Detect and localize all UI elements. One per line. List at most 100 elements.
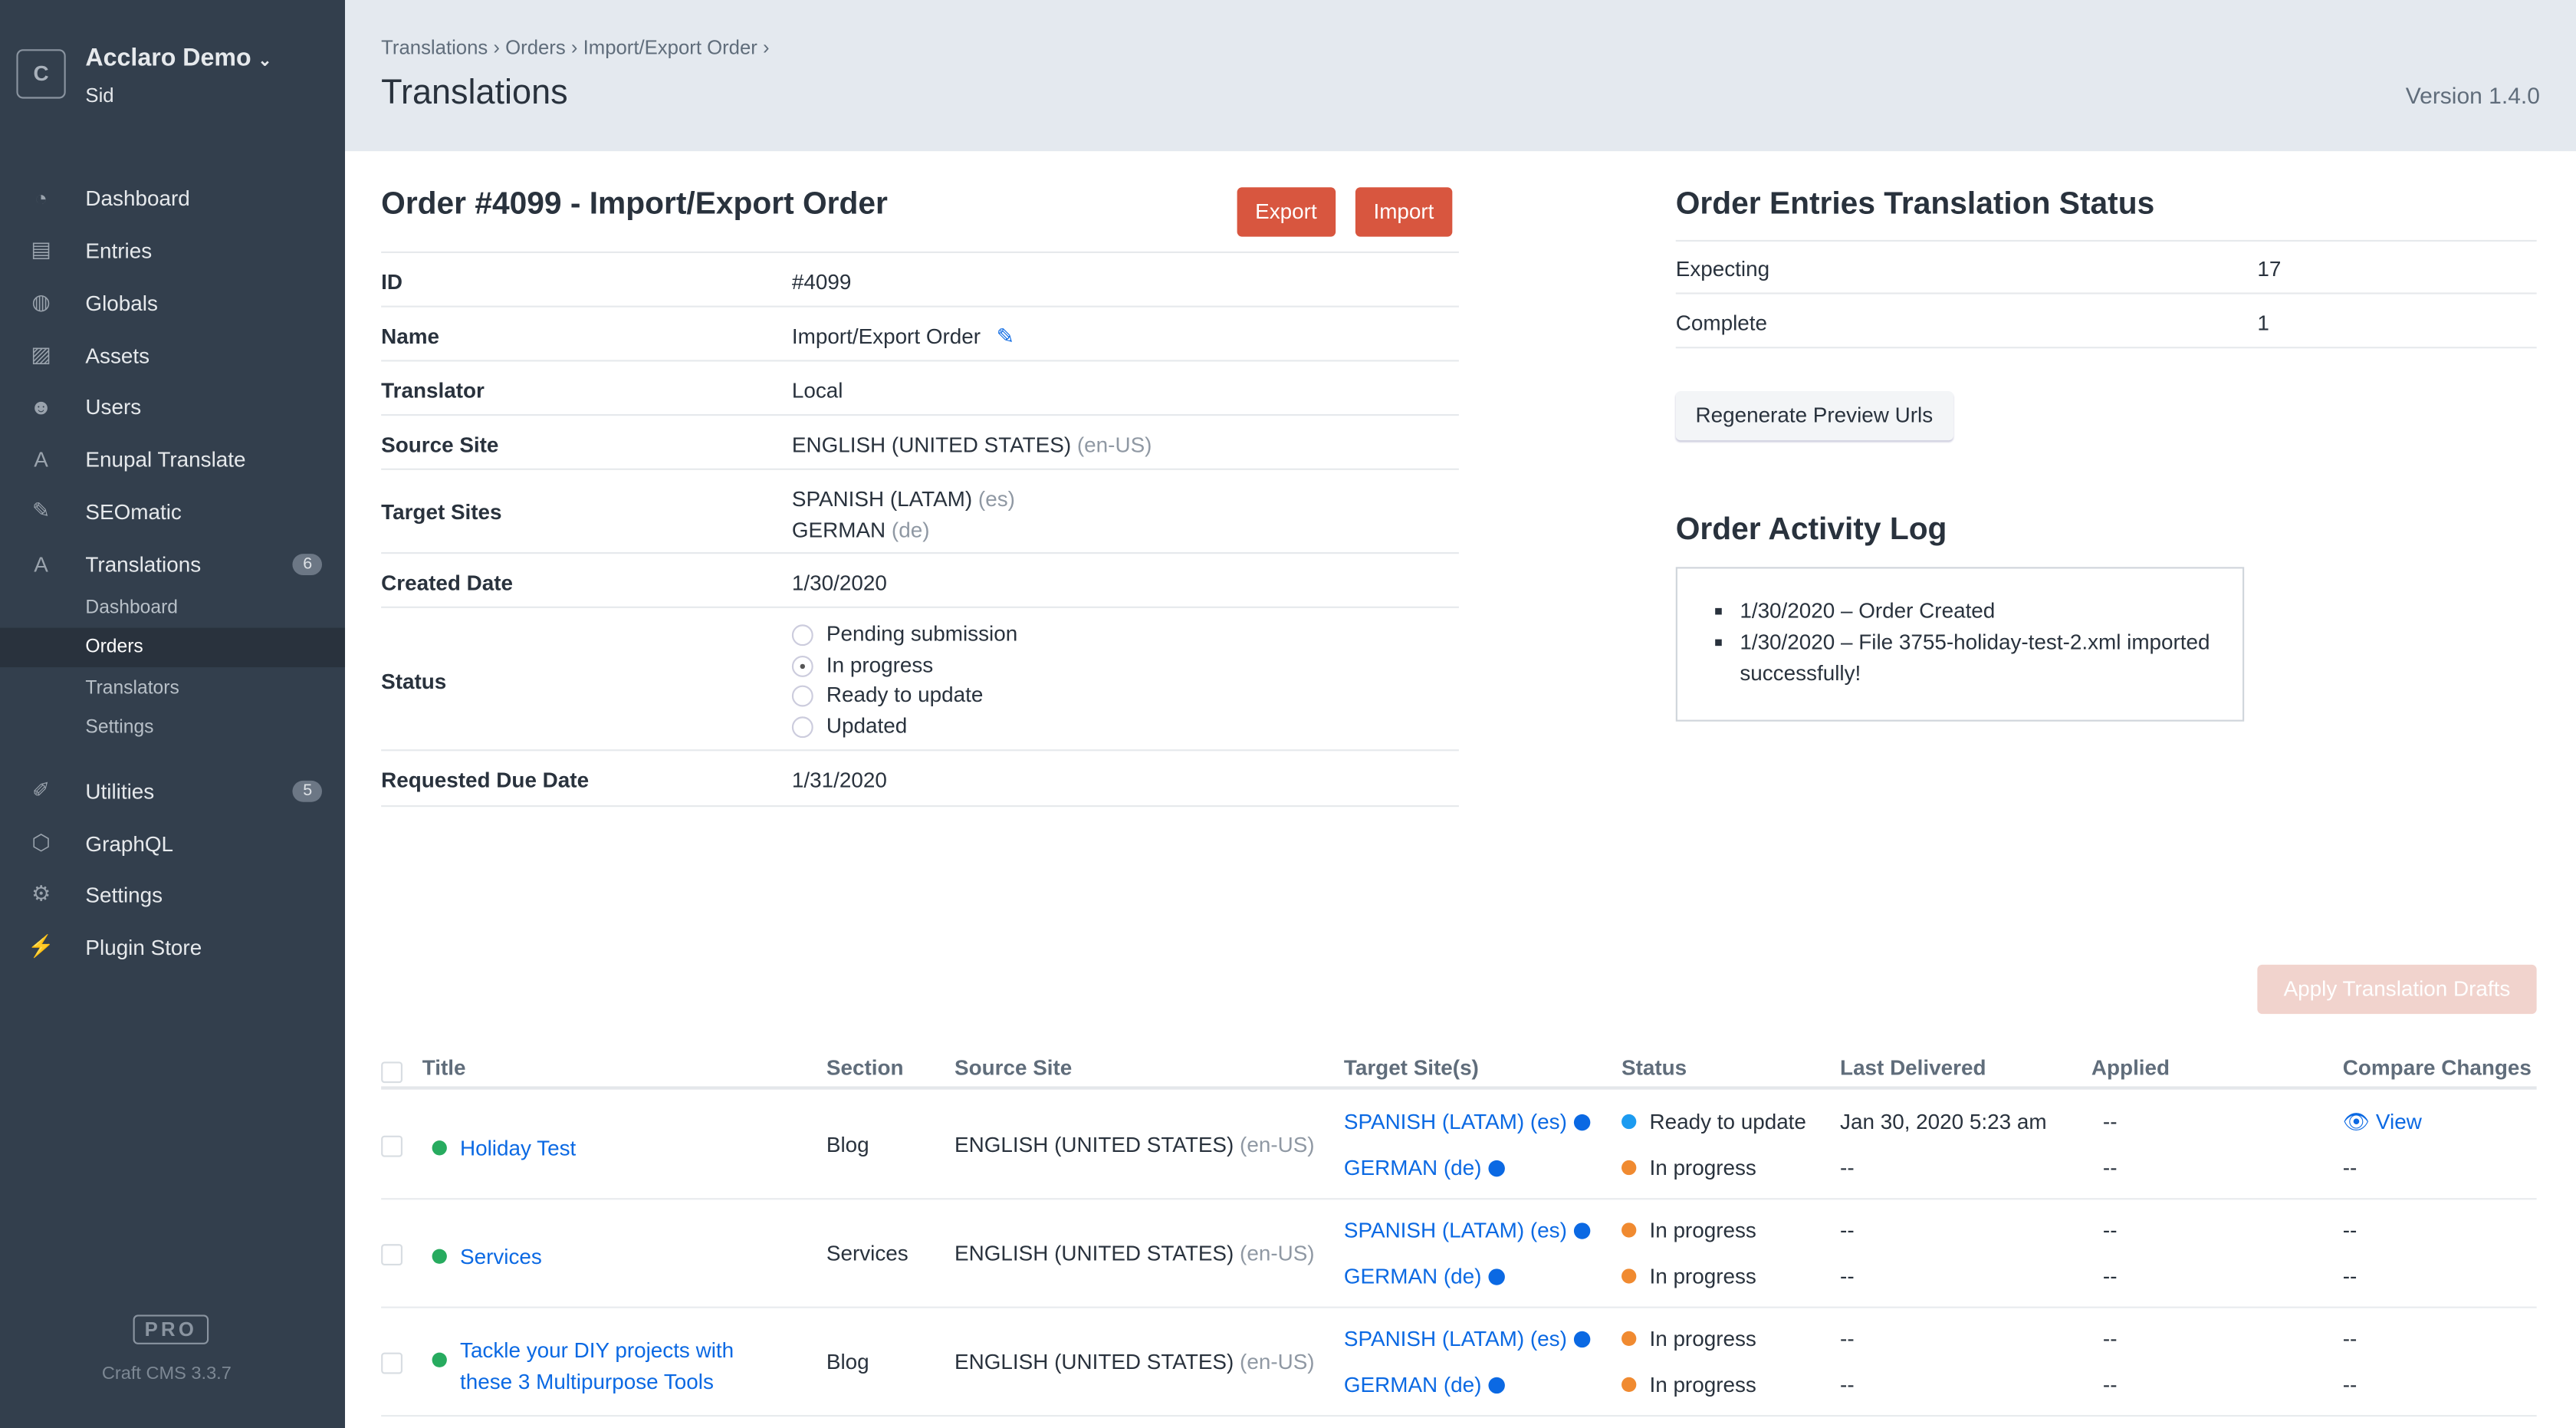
subnav-translators[interactable]: Translators [0,669,345,708]
created-value: 1/30/2020 [791,570,887,595]
name-label: Name [381,324,440,349]
status-dot [1622,1160,1637,1176]
header-last-delivered[interactable]: Last Delivered [1840,1055,1986,1080]
status-option[interactable]: Pending submission [791,620,1018,650]
sidebar-item-assets[interactable]: ▨ Assets [0,329,345,382]
target-spanish-code: (es) [978,486,1015,512]
header-section[interactable]: Section [826,1055,904,1080]
radio-button[interactable] [791,716,813,739]
breadcrumb-orders[interactable]: Orders [505,36,566,60]
subnav-label: Translators [85,679,179,699]
status-option[interactable]: Ready to update [791,681,1017,712]
header-applied[interactable]: Applied [2091,1055,2170,1080]
sidebar-item-enupal-translate[interactable]: A Enupal Translate [0,433,345,485]
entry-title-link[interactable]: Holiday Test [460,1135,577,1160]
target-status: In progress [1649,1263,1756,1289]
target-site-link[interactable]: GERMAN (de) [1343,1372,1482,1397]
header-status[interactable]: Status [1622,1055,1687,1080]
sidebar-item-settings[interactable]: ⚙ Settings [0,867,345,920]
source-code: (en-US) [1240,1240,1315,1266]
breadcrumb: Translations › Orders › Import/Export Or… [381,36,770,60]
last-delivered: -- [1840,1217,1855,1243]
sidebar-item-label: Dashboard [85,185,190,210]
target-site-link[interactable]: SPANISH (LATAM) (es) [1343,1109,1567,1134]
status-option[interactable]: Updated [791,712,1017,742]
source-value: ENGLISH (UNITED STATES) [791,432,1072,457]
last-delivered: -- [1840,1263,1855,1289]
site-logo: C [16,49,66,99]
status-option-label: Ready to update [826,683,984,708]
sidebar-item-users[interactable]: ☻ Users [0,380,345,433]
status-label: Status [381,669,447,694]
subnav-settings[interactable]: Settings [0,709,345,748]
chevron-down-icon: ⌄ [258,52,272,71]
sidebar-item-dashboard[interactable]: ◔ Dashboard [0,171,345,224]
header-source-site[interactable]: Source Site [955,1055,1073,1080]
sidebar-item-label: Enupal Translate [85,446,246,471]
sidebar-item-seomatic[interactable]: ✎ SEOmatic [0,485,345,538]
expecting-label: Expecting [1675,256,1770,281]
breadcrumb-translations[interactable]: Translations [381,36,488,60]
target-site-link[interactable]: SPANISH (LATAM) (es) [1343,1217,1567,1243]
entry-title-link[interactable]: Services [460,1244,542,1269]
select-all-checkbox[interactable] [381,1061,403,1084]
row-checkbox[interactable] [381,1135,403,1157]
header-target-sites[interactable]: Target Site(s) [1343,1055,1479,1080]
target-status: In progress [1649,1326,1756,1351]
row-checkbox[interactable] [381,1352,403,1374]
apply-translation-drafts-button[interactable]: Apply Translation Drafts [2257,964,2537,1015]
plug-icon: ⚡ [28,933,54,959]
status-option[interactable]: In progress [791,650,1017,681]
status-panel-title: Order Entries Translation Status [1675,187,2155,222]
globe-icon[interactable] [1573,1331,1590,1348]
globe-icon: ◍ [31,289,51,314]
sidebar-item-plugin-store[interactable]: ⚡ Plugin Store [0,920,345,973]
target-german-code: (de) [891,518,930,543]
status-option-label: Pending submission [826,621,1018,647]
pencil-icon[interactable]: ✎ [996,324,1015,349]
status-dot [1622,1331,1637,1347]
compare-changes[interactable]: 👁 View [2343,1109,2422,1135]
sidebar-item-graphql[interactable]: ⬡ GraphQL [0,817,345,870]
globe-icon[interactable] [1488,1160,1505,1177]
regenerate-preview-urls-button[interactable]: Regenerate Preview Urls [1675,391,1953,441]
subnav-label: Settings [85,718,154,739]
sidebar-item-translations[interactable]: A Translations 6 [0,538,345,591]
status-option-label: In progress [826,652,934,677]
compare-changes: -- [2343,1155,2358,1180]
radio-button[interactable] [791,624,813,647]
user-name: Sid [85,84,114,107]
globe-icon[interactable] [1573,1222,1590,1239]
globe-icon[interactable] [1488,1377,1505,1394]
header-compare-changes[interactable]: Compare Changes [2342,1055,2532,1080]
section: Blog [826,1132,869,1157]
target-site-link[interactable]: GERMAN (de) [1343,1155,1482,1180]
sidebar-item-entries[interactable]: ▤ Entries [0,223,345,276]
import-button[interactable]: Import [1355,187,1452,237]
last-delivered: -- [1840,1326,1855,1351]
target-status: In progress [1649,1372,1756,1397]
subnav-dashboard[interactable]: Dashboard [0,588,345,627]
entry-title-link[interactable]: Tackle your DIY projects with these 3 Mu… [460,1338,734,1394]
enabled-status-dot [432,1352,447,1367]
target-site-link[interactable]: GERMAN (de) [1343,1263,1482,1289]
header-title[interactable]: Title [422,1055,466,1080]
graphql-icon: ⬡ [31,830,51,855]
globe-icon[interactable] [1573,1114,1590,1131]
row-checkbox[interactable] [381,1244,403,1266]
radio-button[interactable] [791,686,813,708]
subnav-orders[interactable]: Orders [0,627,346,668]
plugin-version: Version 1.4.0 [2405,82,2540,109]
export-button[interactable]: Export [1237,187,1336,237]
sidebar-item-globals[interactable]: ◍ Globals [0,276,345,329]
site-switcher[interactable]: Acclaro Demo ⌄ [85,44,271,72]
newspaper-icon: ▤ [31,236,51,262]
sidebar-item-utilities[interactable]: ✐ Utilities 5 [0,764,345,817]
radio-button[interactable] [791,655,813,677]
breadcrumb-order[interactable]: Import/Export Order [583,36,757,60]
compare-label: -- [2342,1326,2358,1351]
globe-icon[interactable] [1488,1268,1505,1285]
name-value: Import/Export Order [791,324,981,349]
target-site-link[interactable]: SPANISH (LATAM) (es) [1343,1326,1567,1351]
compare-changes: -- [2343,1372,2358,1397]
